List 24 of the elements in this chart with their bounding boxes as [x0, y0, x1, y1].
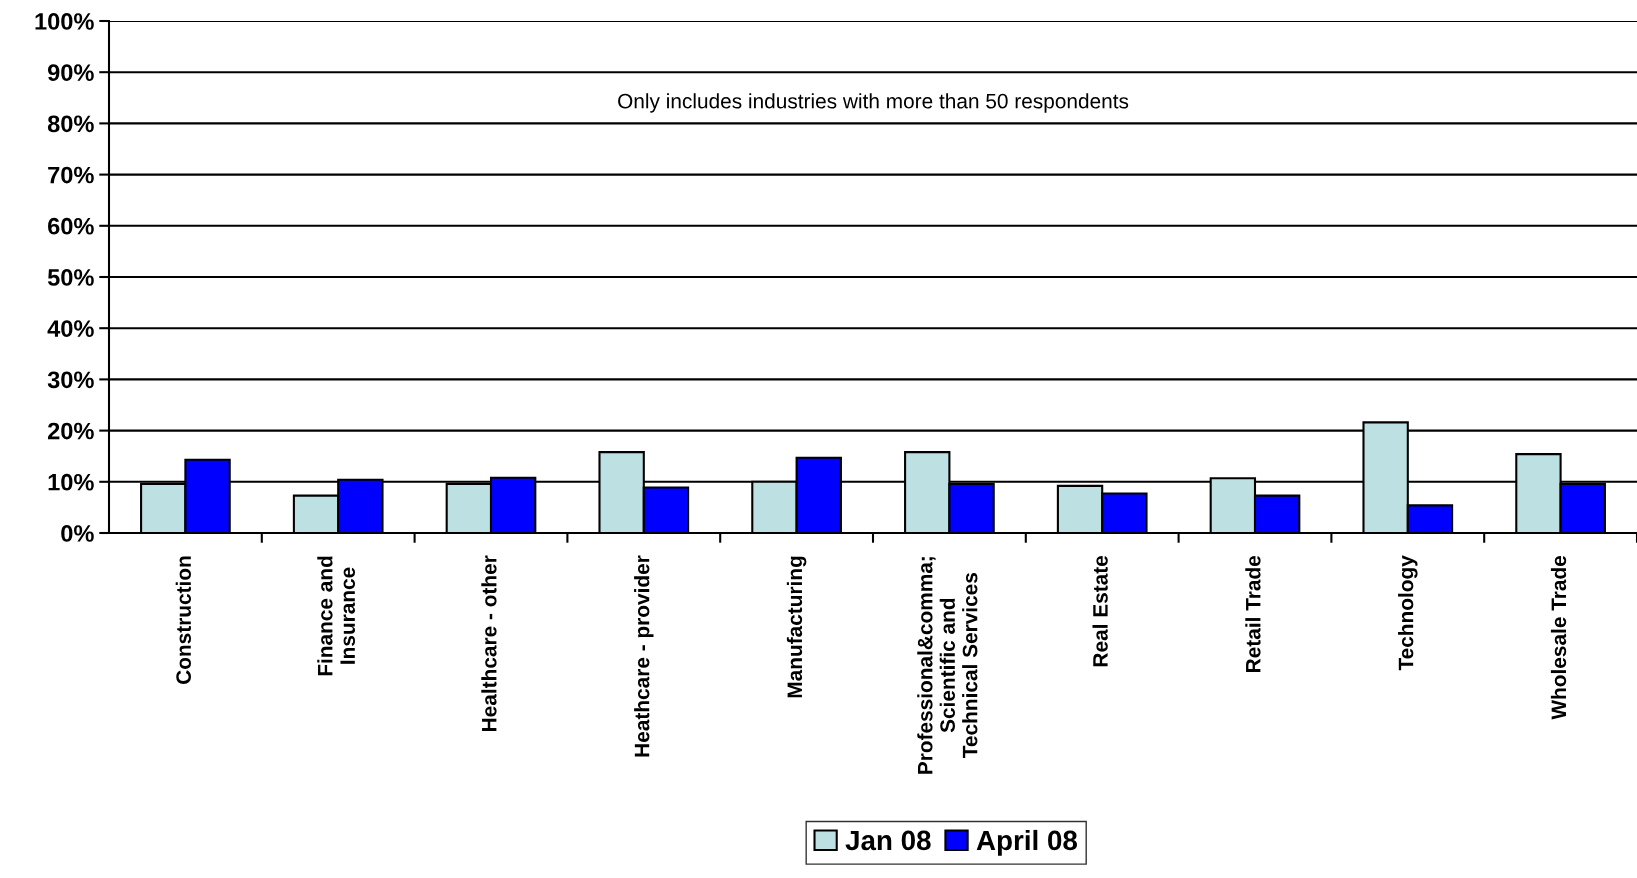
x-tick-label: Healthcare - other [481, 555, 497, 731]
y-tick-label: 80% [47, 115, 94, 133]
legend-label: April 08 [976, 829, 1078, 856]
x-tick-label: Finance and Insurance [317, 556, 356, 676]
annotation: Only includes industries with more than 50 respondents [618, 93, 1129, 113]
x-tick-label: Manufacturing [786, 556, 807, 698]
x-tick-label: Technology [1398, 555, 1418, 671]
x-tick-label: Wholesale Trade [1550, 555, 1567, 720]
y-tick-label: 100% [35, 13, 94, 30]
y-tick-label: 90% [47, 64, 94, 81]
y-tick-label: 10% [48, 473, 94, 491]
x-tick-label: Heathcare - provider [634, 555, 654, 757]
x-tick-label: Construction [175, 556, 191, 684]
y-tick-label: 0% [61, 525, 94, 542]
y-tick-label: 70% [48, 166, 94, 184]
legend-label: Jan 08 [845, 830, 931, 851]
x-tick-label: Retail Trade [1245, 555, 1261, 672]
y-tick-label: 40% [47, 320, 94, 337]
x-tick-label: Real Estate [1092, 555, 1108, 667]
y-tick-label: 30% [47, 371, 94, 389]
y-tick-label: 50% [47, 269, 94, 286]
y-tick-label: 20% [47, 422, 94, 440]
x-tick-label: Professional&comma; Scientific and Technical Services [917, 557, 978, 774]
y-tick-label: 60% [48, 217, 94, 235]
